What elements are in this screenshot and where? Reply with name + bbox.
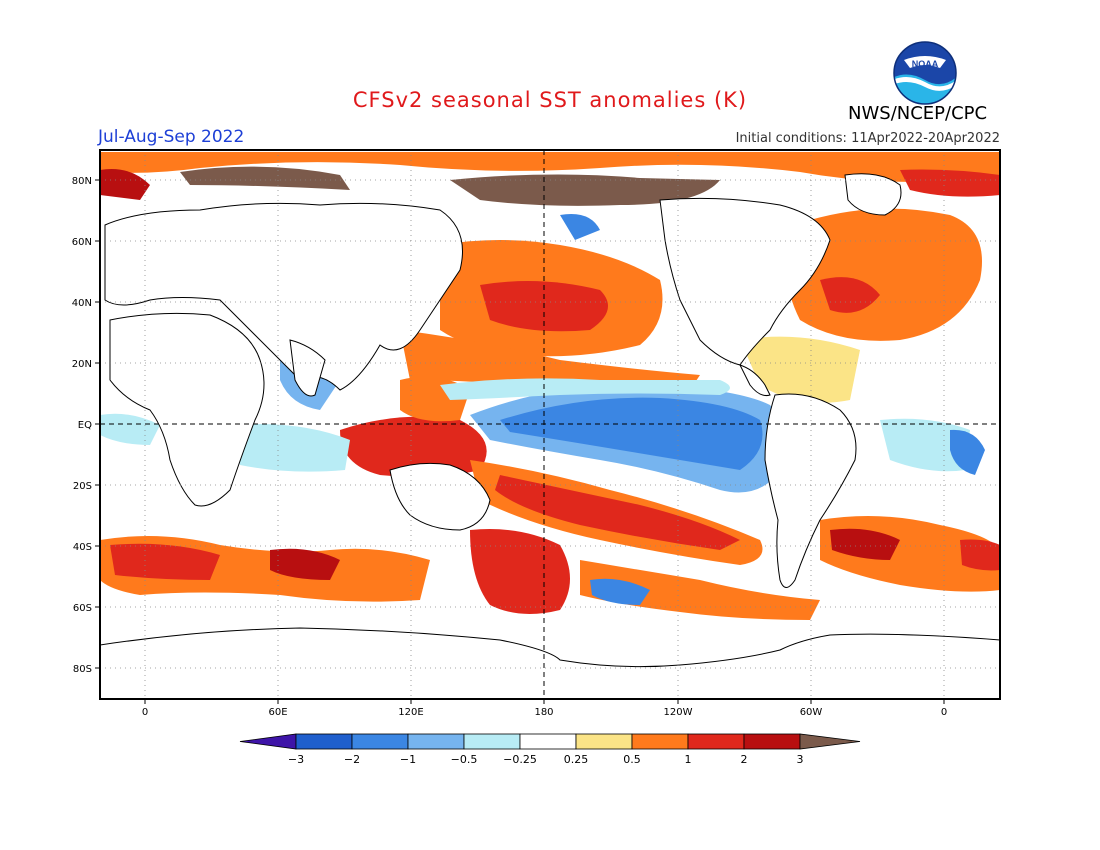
colorbar-label: −0.5: [451, 753, 478, 766]
lon-label: 0: [941, 707, 947, 718]
colorbar-label: 2: [741, 753, 748, 766]
agency-label: NWS/NCEP/CPC: [848, 103, 988, 124]
lat-label: 40N: [72, 298, 92, 309]
lon-label: 180: [534, 707, 553, 718]
colorbar-arrow-low: [239, 733, 297, 750]
colorbar-box: [295, 733, 353, 750]
lat-label: 20S: [73, 481, 92, 492]
lat-label: 60N: [72, 237, 92, 248]
axis-ticks: [95, 179, 945, 704]
land-outlines: [100, 173, 1000, 699]
colorbar-box: [407, 733, 465, 750]
logo-text: NOAA: [912, 59, 939, 69]
lon-label: 60E: [268, 707, 287, 718]
colorbar-label: 1: [685, 753, 692, 766]
colorbar-label: 0.25: [564, 753, 589, 766]
lat-label: 40S: [73, 542, 92, 553]
colorbar-box: [743, 733, 801, 750]
map-reference-lines: [100, 150, 1000, 699]
initial-conditions: Initial conditions: 11Apr2022-20Apr2022: [735, 131, 1000, 146]
colorbar-label: 3: [797, 753, 804, 766]
colorbar-box: [519, 733, 577, 750]
colorbar-label: −0.25: [503, 753, 537, 766]
colorbar-label: 0.5: [623, 753, 641, 766]
lon-label: 60W: [800, 707, 823, 718]
colorbar-arrow-high: [799, 733, 861, 750]
lon-label: 120E: [398, 707, 423, 718]
lat-label: 20N: [72, 359, 92, 370]
colorbar-label: −3: [288, 753, 304, 766]
lon-label: 0: [142, 707, 148, 718]
colorbar-box: [351, 733, 409, 750]
colorbar: −3 −2 −1 −0.5 −0.25 0.25 0.5 1 2 3: [239, 733, 861, 766]
lat-label: 80N: [72, 176, 92, 187]
colorbar-label: −2: [344, 753, 360, 766]
map-title: CFSv2 seasonal SST anomalies (K): [352, 88, 748, 112]
colorbar-label: −1: [400, 753, 416, 766]
anomaly-field: [100, 152, 1000, 699]
lat-label: 60S: [73, 603, 92, 614]
colorbar-box: [687, 733, 745, 750]
colorbar-box: [575, 733, 633, 750]
colorbar-box: [463, 733, 521, 750]
lat-label: 80S: [73, 664, 92, 675]
noaa-logo: NOAA: [893, 41, 957, 105]
colorbar-box: [631, 733, 689, 750]
map-gridlines: [100, 150, 1000, 699]
lat-label: EQ: [78, 420, 92, 431]
season-label: Jul-Aug-Sep 2022: [98, 127, 245, 147]
lon-label: 120W: [664, 707, 693, 718]
